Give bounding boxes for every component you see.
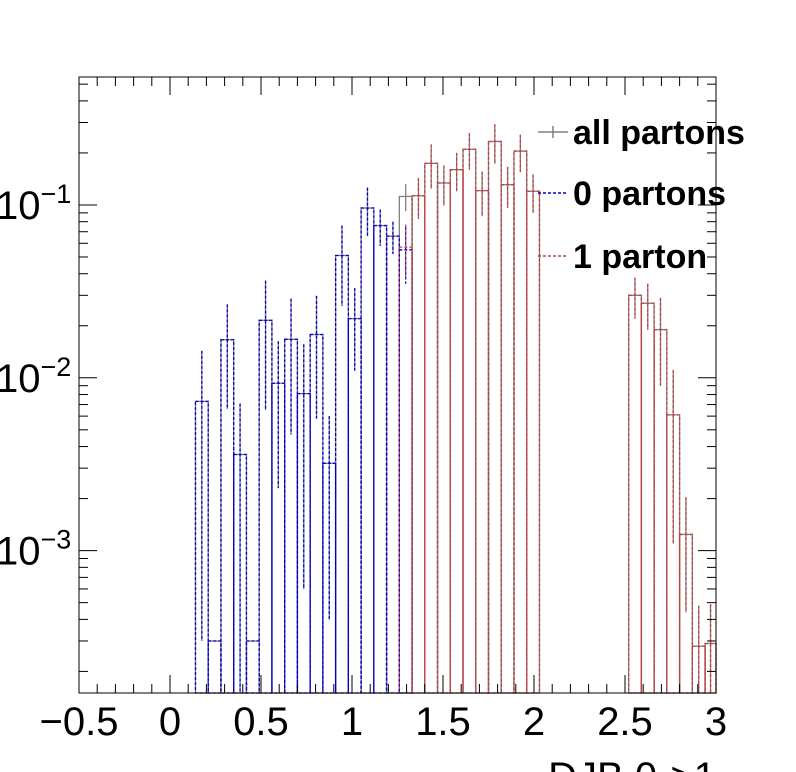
histogram-bar bbox=[500, 184, 515, 694]
x-tick-label: 0 bbox=[159, 700, 181, 744]
series-2 bbox=[194, 187, 413, 694]
x-tick-label: 2 bbox=[523, 700, 545, 744]
histogram-bar bbox=[296, 392, 311, 694]
x-tick-label: 0.5 bbox=[233, 700, 289, 744]
histogram-bar bbox=[487, 140, 502, 694]
histogram-bar bbox=[462, 148, 477, 694]
histogram-bar bbox=[398, 246, 413, 694]
legend-label: 1 parton bbox=[573, 238, 707, 276]
legend-label: all partons bbox=[573, 114, 745, 152]
histogram-bar bbox=[513, 150, 528, 694]
histogram-bar bbox=[207, 640, 222, 694]
histogram-bar bbox=[385, 235, 400, 694]
histogram-bar bbox=[411, 195, 426, 694]
histogram-bar bbox=[449, 169, 464, 694]
histogram-bar bbox=[640, 302, 655, 694]
histogram-bar bbox=[526, 190, 541, 694]
histogram-bar bbox=[500, 184, 515, 694]
histogram-bar bbox=[398, 249, 413, 694]
histogram-bar bbox=[487, 140, 502, 694]
histogram-bar bbox=[347, 317, 362, 694]
histogram-bar bbox=[360, 207, 375, 694]
histogram-bar bbox=[462, 148, 477, 694]
histogram-bar bbox=[245, 640, 260, 694]
histogram-bar bbox=[640, 302, 655, 694]
x-tick-labels: −0.5 0 0.5 1 1.5 2 2.5 3 bbox=[40, 700, 728, 744]
histogram-bar bbox=[385, 235, 400, 694]
x-tick-label: 1 bbox=[341, 700, 363, 744]
x-axis-title: DJB 0->1 bbox=[548, 755, 716, 772]
legend-label: 0 partons bbox=[573, 175, 726, 213]
histogram-bar bbox=[449, 169, 464, 694]
histogram-bar bbox=[424, 162, 439, 694]
x-tick-label: 3 bbox=[705, 700, 727, 744]
histogram-bar bbox=[360, 207, 375, 694]
plot-frame bbox=[78, 76, 717, 694]
histogram-bar bbox=[245, 640, 260, 694]
histogram-bar bbox=[475, 189, 490, 694]
histogram-bar bbox=[334, 254, 350, 694]
histogram-bar bbox=[373, 224, 388, 694]
histogram-bar bbox=[513, 150, 528, 694]
axis-ticks bbox=[78, 77, 717, 693]
histogram-bar bbox=[436, 182, 451, 694]
histogram-bar bbox=[411, 195, 426, 694]
histogram-bar bbox=[627, 294, 643, 694]
x-tick-label: 2.5 bbox=[597, 700, 653, 744]
legend: all partons 0 partons 1 parton bbox=[538, 114, 745, 276]
histogram-bar bbox=[207, 640, 222, 694]
histogram-bar bbox=[334, 254, 350, 694]
x-tick-label: 1.5 bbox=[415, 700, 471, 744]
histogram-bar bbox=[526, 190, 541, 694]
histogram-bar bbox=[424, 162, 439, 694]
y-tick-label: 10−3 bbox=[0, 525, 71, 574]
histogram-bar bbox=[627, 294, 643, 694]
histogram-bar bbox=[373, 224, 388, 694]
y-tick-label: 10−1 bbox=[0, 179, 71, 228]
histogram-bar bbox=[436, 182, 451, 694]
histogram-bar bbox=[347, 317, 362, 694]
y-tick-label: 10−2 bbox=[0, 352, 71, 401]
histogram-bar bbox=[475, 189, 490, 694]
x-tick-label: −0.5 bbox=[40, 700, 119, 744]
y-tick-labels: 10−3 10−2 10−1 bbox=[0, 179, 71, 574]
